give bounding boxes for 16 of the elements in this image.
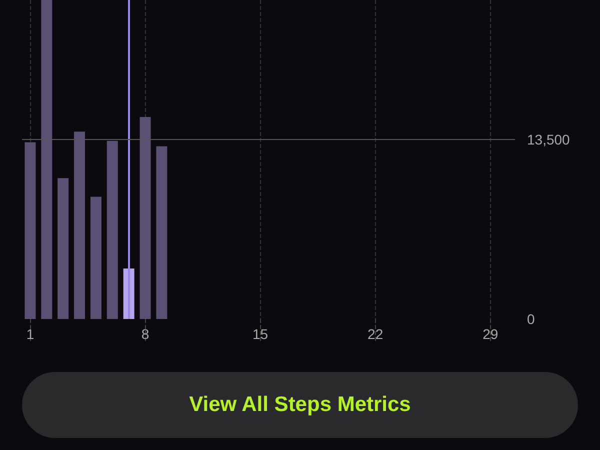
x-tick-label: 15 (252, 326, 268, 342)
text: View All Steps Metrics (22, 372, 578, 438)
x-tick-label: 29 (482, 326, 498, 342)
bar (74, 132, 86, 319)
y-tick-label: 0 (527, 311, 535, 327)
bar (140, 116, 151, 319)
x-tick-label: 22 (368, 326, 384, 342)
x-tick-label: 8 (141, 326, 150, 342)
bar (156, 146, 168, 319)
bar (24, 142, 36, 319)
y-tick-label: 13,500 (527, 132, 570, 148)
bar (58, 178, 69, 319)
bar (41, 0, 52, 319)
bar (106, 140, 118, 319)
x-tick-label: 1 (26, 326, 34, 342)
bar (90, 196, 102, 319)
